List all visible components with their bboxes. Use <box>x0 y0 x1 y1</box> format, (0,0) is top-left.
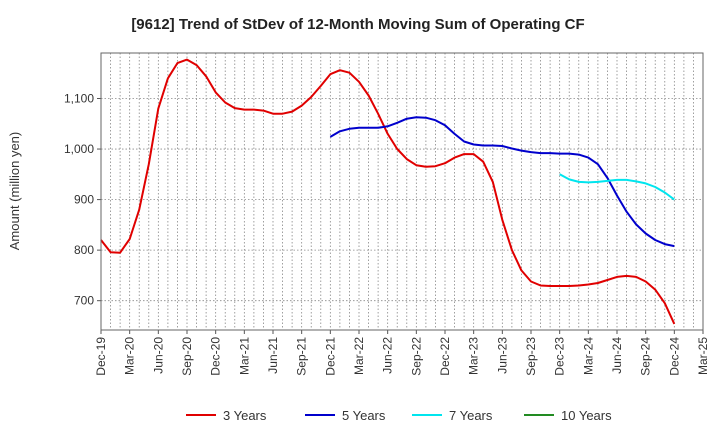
series-line-7-years <box>559 173 675 201</box>
x-tick-label: Sep-23 <box>524 337 538 376</box>
x-tick-label: Mar-22 <box>352 337 366 375</box>
x-tick-label: Sep-22 <box>409 337 423 376</box>
x-tick-label: Mar-21 <box>237 337 251 375</box>
plot-frame <box>100 52 704 331</box>
series-line-5-years <box>329 116 675 248</box>
x-tick-label: Jun-23 <box>495 337 509 374</box>
x-axis-ticks: Dec-19 Mar-20 Jun-20 Sep-20 Dec-20 Mar-21 Jun-… <box>94 330 710 376</box>
chart-title: [9612] Trend of StDev of 12-Month Moving… <box>131 16 584 33</box>
x-tick-label: Dec-21 <box>323 337 337 376</box>
y-axis-ticks: 700 800 900 1,000 1,100 <box>64 91 101 308</box>
y-axis-label: Amount (million yen) <box>7 132 22 251</box>
legend-label: 5 Years <box>342 408 386 423</box>
x-tick-label: Jun-20 <box>151 337 165 374</box>
x-tick-label: Dec-19 <box>94 337 108 376</box>
x-tick-label: Jun-24 <box>610 337 624 374</box>
legend: 3 Years 5 Years 7 Years 10 Years <box>186 408 612 423</box>
x-tick-label: Jun-21 <box>266 337 280 374</box>
x-tick-label: Mar-25 <box>696 337 710 375</box>
y-tick-label: 700 <box>74 294 94 308</box>
x-tick-label: Mar-24 <box>581 337 595 375</box>
x-tick-label: Dec-22 <box>438 337 452 376</box>
x-tick-label: Jun-22 <box>381 337 395 374</box>
y-tick-label: 800 <box>74 243 94 257</box>
series-line-3-years <box>100 58 676 325</box>
legend-label: 7 Years <box>449 408 493 423</box>
legend-label: 10 Years <box>561 408 612 423</box>
x-tick-label: Sep-20 <box>180 337 194 376</box>
plot-lines <box>100 58 676 325</box>
legend-label: 3 Years <box>223 408 267 423</box>
y-tick-label: 1,100 <box>64 91 94 105</box>
x-tick-label: Dec-23 <box>553 337 567 376</box>
plot-grid <box>101 53 703 330</box>
x-tick-label: Dec-24 <box>667 337 681 376</box>
y-tick-label: 1,000 <box>64 142 94 156</box>
x-tick-label: Sep-21 <box>295 337 309 376</box>
y-tick-label: 900 <box>74 193 94 207</box>
x-tick-label: Sep-24 <box>639 337 653 376</box>
x-tick-label: Mar-23 <box>467 337 481 375</box>
x-tick-label: Dec-20 <box>209 337 223 376</box>
x-tick-label: Mar-20 <box>123 337 137 375</box>
